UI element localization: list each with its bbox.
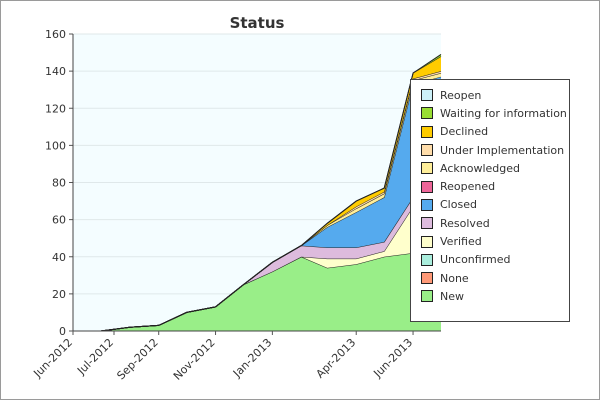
legend-label: Declined (440, 125, 489, 139)
legend-item: Unconfirmed (411, 251, 569, 269)
legend-label: Verified (440, 235, 482, 249)
y-tick-label: 160 (45, 28, 66, 41)
area-acknowledged (100, 73, 442, 331)
y-tick-label: 120 (45, 102, 66, 115)
legend-item: New (411, 287, 569, 305)
series-line-waiting-for-information (100, 53, 442, 332)
legend-label: None (440, 271, 469, 285)
x-tick-label: Apr-2013 (314, 336, 359, 381)
chart-title: Status (230, 14, 285, 32)
legend-swatch (421, 217, 433, 230)
x-tick-label: Jun-2013 (371, 336, 416, 381)
legend-swatch (421, 107, 433, 120)
legend-swatch (421, 253, 433, 266)
legend-swatch (421, 162, 433, 175)
legend-label: Resolved (440, 216, 490, 230)
y-tick-label: 100 (45, 139, 66, 152)
legend-item: Reopen (411, 86, 569, 104)
y-tick-label: 0 (59, 325, 66, 338)
legend-swatch (421, 125, 433, 138)
legend-item: Reopened (411, 177, 569, 195)
legend-swatch (421, 198, 433, 211)
legend-swatch (421, 180, 433, 193)
legend-swatch (421, 290, 433, 303)
legend: Reopen Waiting for information Declined Und… (410, 79, 570, 322)
legend-swatch (421, 272, 433, 285)
legend-item: Declined (411, 123, 569, 141)
legend-item: None (411, 269, 569, 287)
legend-item: Under Implementation (411, 141, 569, 159)
legend-label: Reopened (440, 180, 496, 194)
legend-label: Unconfirmed (440, 253, 511, 267)
legend-swatch (421, 89, 433, 102)
legend-swatch (421, 144, 433, 157)
legend-label: Closed (440, 198, 477, 212)
x-tick-label: Jan-2013 (230, 336, 274, 380)
area-closed (100, 76, 442, 331)
x-tick-label: Sep-2012 (114, 336, 160, 382)
y-tick-label: 80 (52, 177, 66, 190)
legend-label: Waiting for information (440, 106, 567, 120)
legend-item: Acknowledged (411, 159, 569, 177)
x-tick-label: Nov-2012 (171, 336, 218, 383)
legend-item: Waiting for information (411, 104, 569, 122)
area-new (100, 249, 442, 331)
legend-item: Verified (411, 232, 569, 250)
legend-label: New (440, 289, 464, 303)
y-tick-label: 20 (52, 288, 66, 301)
x-tick-label: Jul-2012 (74, 336, 116, 378)
legend-swatch (421, 235, 433, 248)
y-tick-label: 60 (52, 214, 66, 227)
legend-label: Reopen (440, 88, 482, 102)
y-tick-label: 140 (45, 65, 66, 78)
legend-item: Closed (411, 196, 569, 214)
y-tick-label: 40 (52, 251, 66, 264)
x-tick-label: Jun-2012 (30, 336, 75, 381)
legend-item: Resolved (411, 214, 569, 232)
legend-label: Acknowledged (440, 161, 520, 175)
legend-label: Under Implementation (440, 143, 565, 157)
